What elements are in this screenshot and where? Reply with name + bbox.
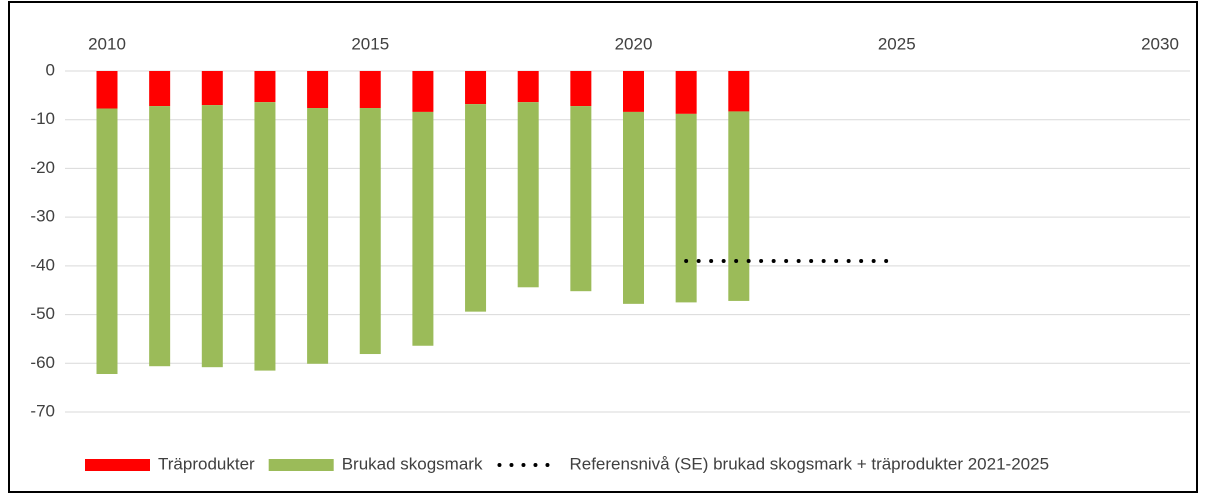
x-tick-label: 2030	[1141, 34, 1179, 53]
bar	[307, 108, 329, 364]
legend-label: Brukad skogsmark	[342, 454, 483, 473]
x-tick-label: 2025	[878, 34, 916, 53]
bar	[201, 71, 223, 106]
bar	[359, 108, 381, 355]
bar	[570, 71, 592, 107]
x-tick-label: 2015	[351, 34, 389, 53]
y-tick-label: -70	[30, 401, 55, 420]
bar	[96, 71, 118, 109]
bar	[623, 111, 644, 304]
x-tick-label: 2020	[615, 34, 653, 53]
bar	[517, 71, 539, 103]
bar	[465, 71, 487, 105]
legend-swatch	[85, 459, 150, 471]
bar	[570, 106, 592, 292]
legend-swatch	[268, 459, 334, 471]
y-tick-label: -60	[30, 353, 55, 372]
bar	[675, 113, 697, 303]
bar	[412, 111, 434, 346]
bar	[623, 71, 644, 112]
bar	[307, 71, 329, 109]
bar	[517, 102, 539, 288]
y-tick-label: -20	[30, 158, 55, 177]
bar	[149, 106, 171, 367]
legend-label: Träprodukter	[158, 454, 255, 473]
bar	[96, 108, 118, 375]
y-tick-label: -30	[30, 207, 55, 226]
bar	[201, 105, 223, 368]
y-tick-label: 0	[46, 60, 55, 79]
y-tick-label: -50	[30, 304, 55, 323]
bar	[149, 71, 171, 107]
bar	[359, 71, 381, 109]
bar	[254, 71, 276, 103]
chart-border	[8, 1, 1198, 493]
x-tick-label: 2010	[88, 34, 126, 53]
y-tick-label: -10	[30, 109, 55, 128]
bar	[254, 102, 276, 371]
bar	[728, 111, 750, 301]
bar	[728, 71, 750, 112]
legend-label: Referensnivå (SE) brukad skogsmark + trä…	[569, 454, 1049, 473]
y-tick-label: -40	[30, 255, 55, 274]
bar	[412, 71, 434, 112]
bar	[675, 71, 697, 114]
bar	[465, 104, 487, 312]
